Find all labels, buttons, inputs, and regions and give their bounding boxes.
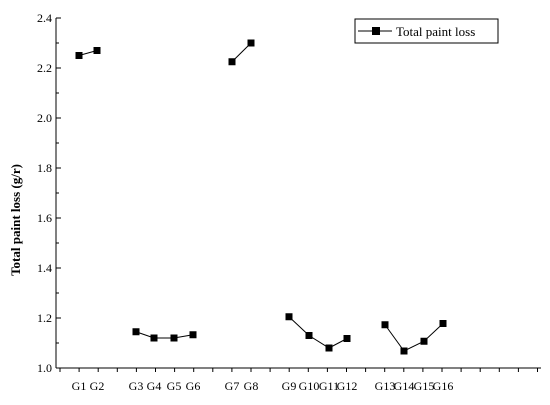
axes	[55, 18, 541, 369]
x-tick-label: G14	[394, 379, 415, 393]
x-tick-label: G5	[167, 379, 182, 393]
data-point	[305, 332, 313, 339]
data-point	[132, 328, 140, 336]
y-axis-ticks: 1.0 1.2 1.4 1.6 1.8 2.0 2.2 2.4	[37, 11, 61, 375]
series-line	[288, 316, 348, 349]
x-tick-label: G7	[225, 379, 240, 393]
y-tick-label: 1.6	[37, 211, 52, 225]
data-point	[400, 347, 408, 355]
series-line	[384, 323, 444, 352]
y-tick-label: 2.4	[37, 11, 52, 25]
data-point	[420, 337, 428, 345]
data-point	[228, 58, 236, 66]
y-tick-label: 2.0	[37, 111, 52, 125]
data-point	[343, 335, 351, 342]
y-tick-label: 1.0	[37, 361, 52, 375]
x-tick-label: G3	[129, 379, 144, 393]
data-point	[285, 313, 293, 321]
legend-marker	[372, 27, 380, 35]
y-tick-label: 1.2	[37, 311, 52, 325]
data-point	[189, 331, 197, 339]
x-tick-label: G1	[72, 379, 87, 393]
legend: Total paint loss	[354, 18, 499, 44]
x-tick-label: G8	[244, 379, 259, 393]
y-axis-label: Total paint loss (g/r)	[8, 164, 23, 276]
data-point	[439, 320, 447, 327]
x-tick-label: G12	[337, 379, 358, 393]
data-point	[170, 334, 178, 342]
y-tick-label: 2.2	[37, 61, 52, 75]
data-point	[75, 52, 83, 59]
series-line	[135, 331, 194, 339]
data-point	[93, 47, 101, 54]
data-point	[150, 334, 158, 342]
series-total-paint-loss	[75, 39, 447, 355]
y-tick-label: 1.4	[37, 261, 52, 275]
x-tick-label: G10	[299, 379, 320, 393]
x-tick-label: G15	[414, 379, 435, 393]
x-tick-label: G16	[433, 379, 454, 393]
data-point	[247, 39, 255, 47]
x-tick-label: G11	[319, 379, 339, 393]
x-tick-label: G9	[282, 379, 297, 393]
y-tick-label: 1.8	[37, 161, 52, 175]
x-tick-label: G4	[147, 379, 162, 393]
data-point	[381, 321, 389, 329]
x-tick-label: G13	[375, 379, 396, 393]
x-tick-label: G2	[90, 379, 105, 393]
data-point	[325, 344, 333, 352]
x-tick-label: G6	[186, 379, 201, 393]
legend-label: Total paint loss	[396, 24, 475, 39]
